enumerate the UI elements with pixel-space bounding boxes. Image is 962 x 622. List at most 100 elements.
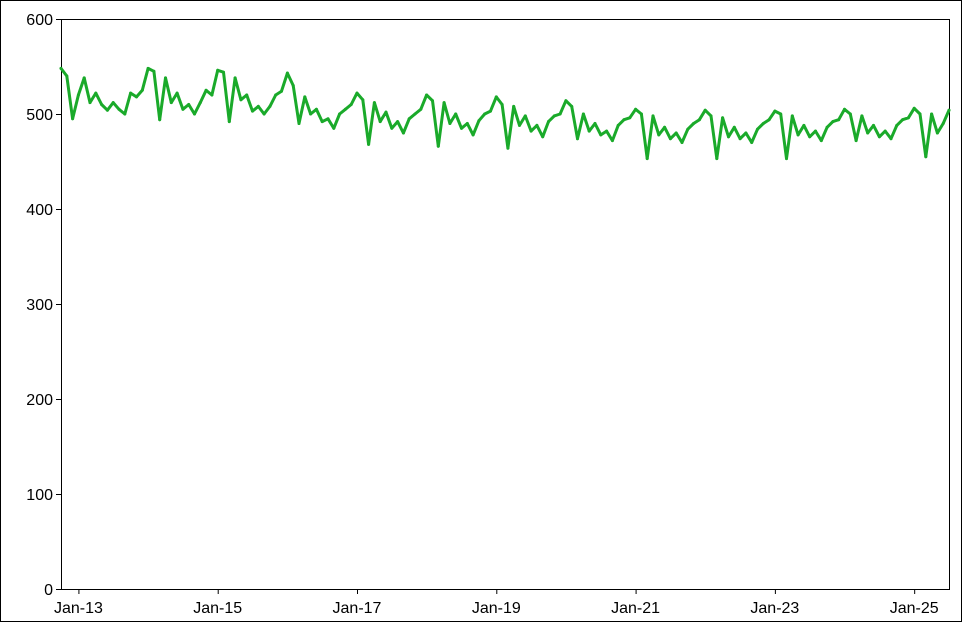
x-tick-label: Jan-13	[54, 600, 103, 617]
data-point	[291, 84, 295, 87]
data-point	[169, 101, 173, 105]
data-point	[117, 107, 121, 111]
data-point	[489, 109, 492, 113]
data-point	[303, 95, 307, 99]
data-point	[860, 114, 864, 118]
data-point	[280, 89, 283, 93]
data-point	[529, 129, 533, 133]
data-point	[761, 122, 765, 125]
data-point	[135, 95, 138, 99]
data-point	[158, 118, 162, 122]
data-point	[390, 126, 394, 130]
data-point	[599, 133, 603, 137]
data-point	[587, 129, 591, 133]
data-point	[651, 114, 655, 118]
data-point	[518, 123, 521, 127]
series-line	[59, 66, 951, 161]
x-tick-label: Jan-25	[890, 600, 939, 617]
y-tick-label: 200	[26, 392, 53, 409]
data-point	[581, 112, 585, 116]
data-point	[494, 95, 498, 99]
data-point	[65, 74, 69, 78]
x-tick-label: Jan-23	[750, 600, 799, 617]
y-tick-label: 300	[26, 297, 53, 314]
data-point	[198, 101, 202, 105]
data-point	[367, 142, 371, 146]
data-point	[680, 141, 684, 144]
data-point	[941, 122, 945, 125]
data-point	[895, 123, 899, 127]
data-point	[262, 112, 266, 116]
data-point	[773, 109, 777, 113]
data-point	[477, 119, 481, 123]
data-point	[831, 120, 835, 124]
data-point	[105, 108, 109, 112]
data-point	[523, 114, 527, 118]
data-point	[721, 116, 725, 120]
data-point	[460, 126, 463, 130]
data-point	[448, 122, 452, 125]
data-point	[535, 123, 539, 127]
data-point	[193, 112, 196, 116]
data-point	[837, 118, 841, 122]
x-tick-label: Jan-15	[193, 600, 242, 617]
data-point	[785, 157, 788, 161]
data-point	[384, 110, 388, 114]
data-point	[297, 122, 301, 125]
data-point	[164, 76, 167, 80]
data-point	[216, 68, 220, 72]
data-point	[843, 107, 846, 111]
data-point	[222, 70, 225, 74]
data-point	[372, 101, 376, 105]
data-point	[111, 101, 115, 105]
data-point	[634, 107, 638, 111]
data-point	[349, 103, 353, 106]
data-point	[152, 69, 156, 73]
data-point	[703, 108, 707, 112]
data-point	[251, 109, 254, 113]
data-point	[570, 104, 574, 108]
data-point	[889, 137, 893, 141]
data-point	[825, 125, 829, 129]
data-point	[59, 66, 63, 70]
data-point	[610, 139, 614, 143]
data-point	[378, 120, 382, 124]
data-point	[796, 133, 800, 137]
y-tick-label: 500	[26, 107, 53, 124]
data-point	[326, 117, 330, 121]
data-point	[616, 123, 620, 127]
data-point	[866, 131, 870, 135]
data-point	[471, 133, 475, 137]
data-point	[790, 114, 794, 118]
data-point	[686, 127, 690, 131]
data-point	[442, 101, 446, 105]
data-point	[361, 98, 365, 102]
data-point	[872, 123, 875, 127]
data-point	[332, 126, 336, 130]
data-point	[512, 104, 516, 108]
data-point	[140, 88, 144, 92]
data-point	[320, 120, 324, 124]
data-point	[715, 157, 719, 161]
data-point	[558, 112, 562, 116]
data-point	[314, 107, 318, 111]
data-point	[901, 118, 905, 122]
data-point	[732, 125, 736, 129]
data-point	[802, 123, 806, 127]
data-point	[541, 135, 545, 139]
data-point	[668, 137, 672, 141]
data-point	[82, 76, 86, 80]
data-point	[935, 131, 939, 135]
data-point	[819, 139, 823, 143]
data-point	[146, 66, 150, 70]
y-tick-label: 600	[26, 12, 53, 29]
data-point	[622, 118, 626, 122]
series-layer	[59, 66, 951, 161]
data-point	[245, 93, 249, 97]
data-point	[877, 135, 881, 139]
data-point	[419, 107, 423, 111]
data-point	[564, 99, 568, 103]
data-point	[338, 112, 342, 116]
y-tick-label: 0	[44, 582, 53, 599]
data-point	[309, 112, 313, 116]
